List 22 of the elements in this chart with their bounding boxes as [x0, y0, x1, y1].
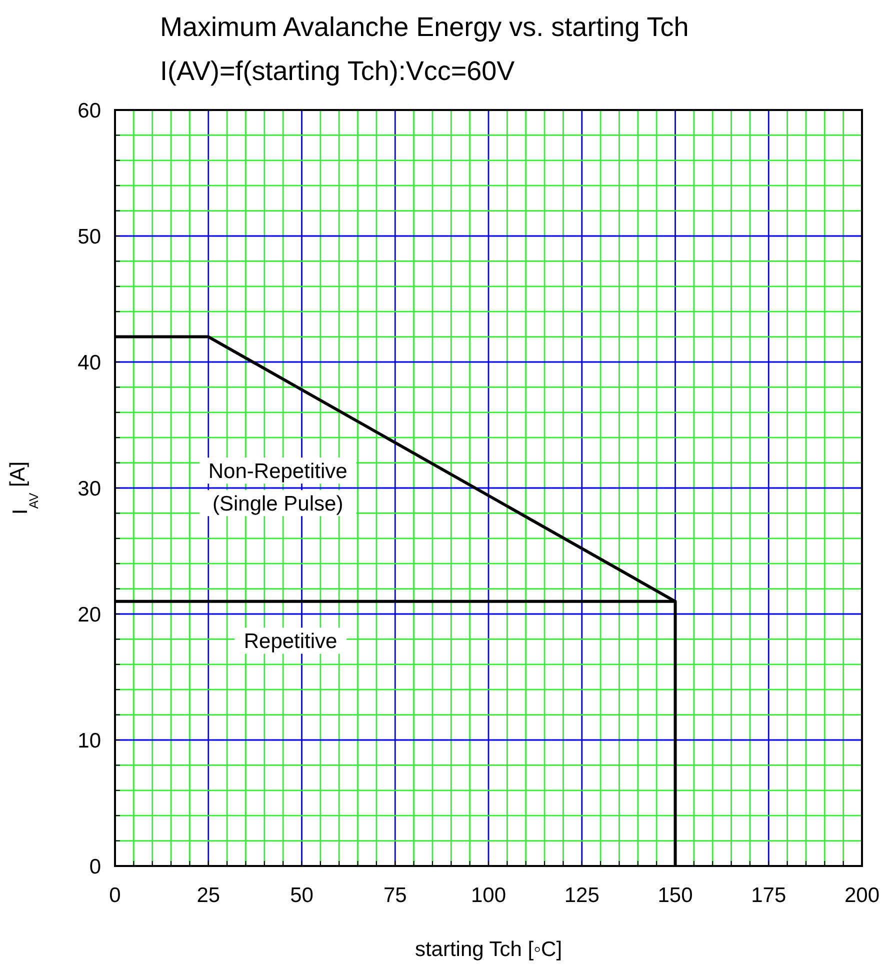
- x-tick-label: 25: [196, 884, 220, 907]
- annotation: Repetitive: [244, 630, 338, 654]
- y-tick-label: 50: [78, 225, 101, 248]
- x-tick-label: 150: [658, 884, 693, 907]
- chart-title: Maximum Avalanche Energy vs. starting Tch: [160, 12, 689, 42]
- x-tick-label: 50: [290, 884, 314, 907]
- x-tick-label: 200: [844, 884, 880, 907]
- annotation: Non-Repetitive: [208, 460, 348, 483]
- chart-subtitle: I(AV)=f(starting Tch):Vcc=60V: [160, 56, 515, 86]
- x-tick-label: 175: [751, 884, 786, 907]
- y-tick-label: 10: [78, 729, 101, 752]
- x-axis-title: starting Tch [◦C]: [414, 938, 562, 961]
- y-tick-label: 0: [89, 855, 101, 878]
- x-tick-label: 100: [470, 884, 506, 907]
- x-tick-label: 125: [564, 884, 600, 907]
- annotation: (Single Pulse): [212, 492, 344, 516]
- x-tick-label: 0: [109, 884, 121, 907]
- y-tick-label: 60: [78, 99, 101, 122]
- x-tick-label: 75: [383, 884, 407, 907]
- y-tick-label: 40: [78, 351, 101, 374]
- y-tick-label: 20: [78, 603, 101, 626]
- y-tick-label: 30: [78, 477, 101, 500]
